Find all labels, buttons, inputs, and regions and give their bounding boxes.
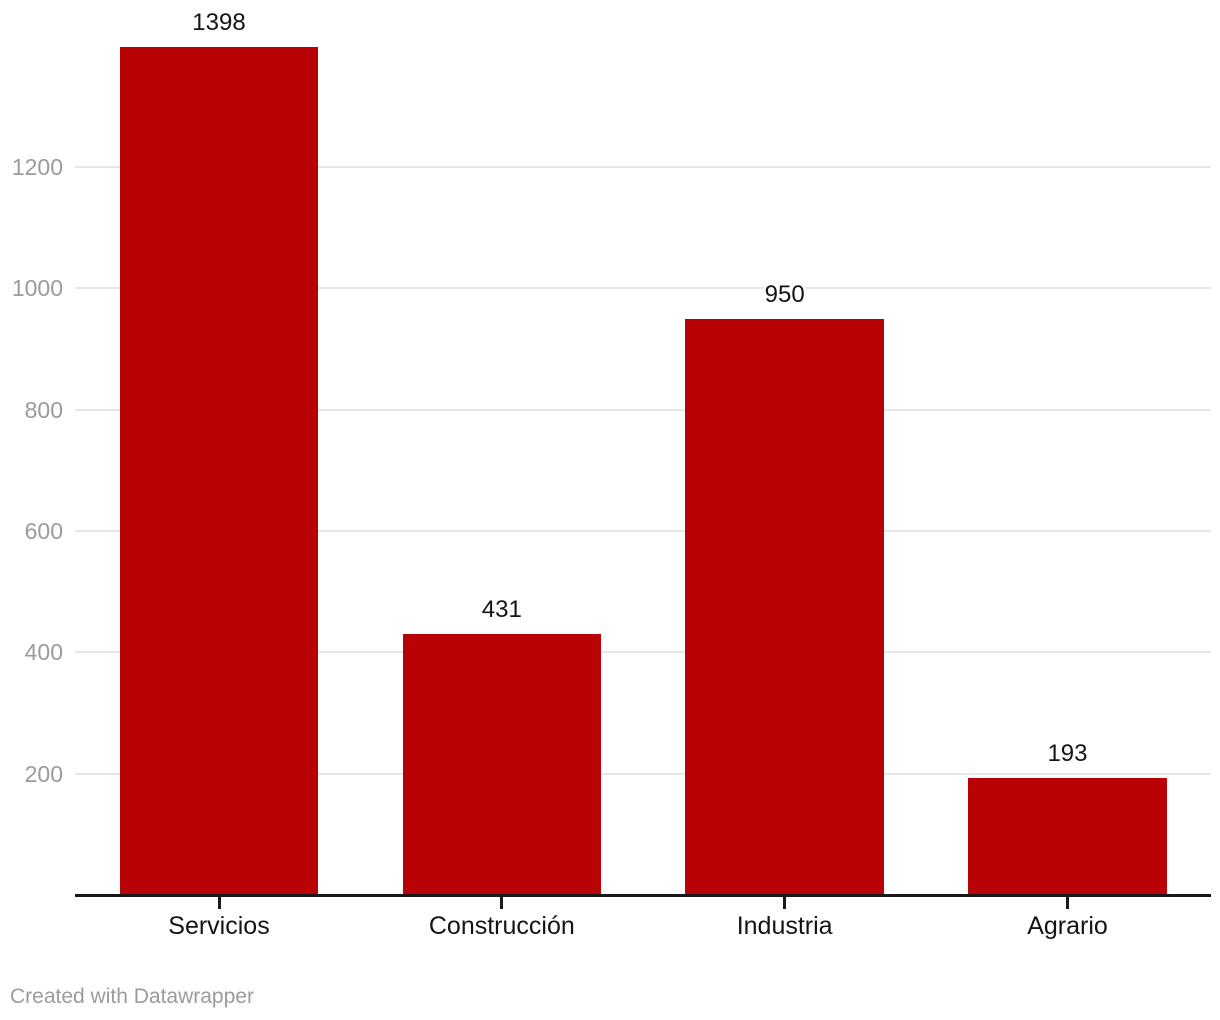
gridline-200 bbox=[75, 772, 1211, 775]
value-label-agrario: 193 bbox=[1047, 739, 1088, 767]
x-tick-construcción bbox=[500, 897, 504, 909]
category-label-servicios: Servicios bbox=[168, 912, 270, 940]
value-label-industria: 950 bbox=[764, 280, 805, 308]
value-label-construcción: 431 bbox=[481, 595, 522, 623]
category-label-industria: Industria bbox=[736, 912, 833, 940]
y-tick-label-600: 600 bbox=[24, 518, 63, 544]
gridline-1200 bbox=[75, 166, 1211, 168]
x-tick-servicios bbox=[217, 897, 221, 909]
y-tick-label-400: 400 bbox=[24, 639, 63, 666]
gridline-600 bbox=[75, 530, 1211, 532]
bar-agrario bbox=[968, 777, 1167, 895]
gridline-800 bbox=[75, 408, 1211, 411]
y-tick-label-1000: 1000 bbox=[11, 275, 63, 302]
attribution-text: Created with Datawrapper bbox=[10, 985, 254, 1008]
category-label-agrario: Agrario bbox=[1027, 912, 1108, 940]
x-tick-industria bbox=[783, 897, 787, 909]
x-axis-line bbox=[75, 894, 1211, 897]
x-tick-agrario bbox=[1065, 897, 1069, 909]
bar-construcción bbox=[402, 633, 602, 895]
category-label-construcción: Construcción bbox=[428, 912, 575, 940]
bar-servicios bbox=[119, 46, 319, 895]
bar-industria bbox=[685, 318, 884, 895]
gridline-400 bbox=[75, 651, 1211, 654]
value-label-servicios: 1398 bbox=[192, 8, 246, 36]
y-tick-label-1200: 1200 bbox=[11, 154, 63, 180]
y-tick-label-800: 800 bbox=[24, 396, 63, 423]
y-tick-label-200: 200 bbox=[24, 760, 63, 787]
gridline-1000 bbox=[75, 287, 1211, 290]
